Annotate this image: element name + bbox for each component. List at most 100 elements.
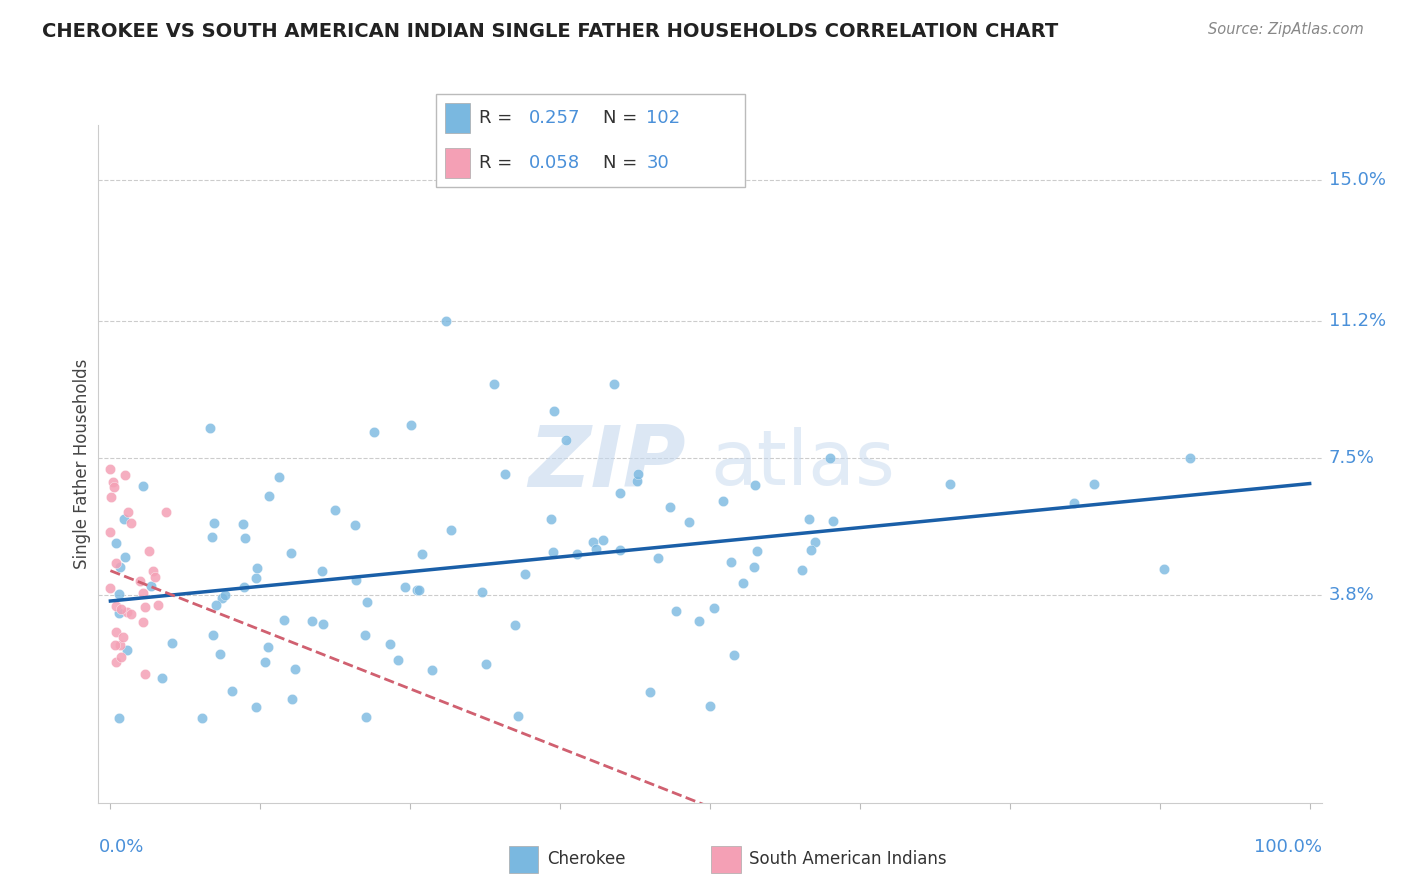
Point (245, 700, 267, 714)
Point (101, 475, 124, 489)
Point (198, 421, 221, 435)
Point (323, 502, 346, 516)
Point (609, 485, 631, 500)
Point (138, 544, 160, 558)
Point (139, 579, 162, 593)
Point (105, 625, 128, 640)
Point (100, 462, 122, 476)
Point (162, 635, 184, 649)
Point (720, 555, 742, 569)
Point (117, 606, 139, 620)
Point (742, 560, 765, 574)
Point (659, 500, 682, 515)
Point (100, 581, 122, 595)
Point (803, 535, 825, 549)
Point (132, 615, 155, 629)
Point (647, 551, 669, 566)
Point (543, 545, 565, 559)
Point (120, 607, 142, 621)
Bar (446, 148, 470, 178)
Point (378, 637, 401, 651)
Point (471, 584, 494, 599)
Point (257, 489, 280, 503)
Text: atlas: atlas (710, 427, 894, 500)
Bar (509, 847, 538, 873)
Text: 0.058: 0.058 (529, 154, 579, 172)
Point (821, 514, 844, 528)
Point (150, 671, 173, 685)
FancyBboxPatch shape (436, 94, 745, 187)
Point (1153, 562, 1175, 576)
Text: 15.0%: 15.0% (1329, 171, 1386, 189)
Point (110, 649, 132, 664)
Point (204, 598, 226, 612)
Text: 7.5%: 7.5% (1329, 450, 1375, 467)
Point (1063, 496, 1085, 510)
Text: 30: 30 (647, 154, 669, 172)
Point (301, 614, 323, 628)
Point (503, 618, 526, 632)
Point (246, 561, 269, 575)
Text: 11.2%: 11.2% (1329, 312, 1386, 330)
Point (408, 582, 430, 597)
Text: Cherokee: Cherokee (547, 849, 626, 868)
Point (108, 710, 131, 724)
Point (638, 684, 661, 698)
Point (134, 600, 156, 615)
Point (939, 477, 962, 491)
Point (664, 604, 686, 618)
Point (515, 566, 537, 581)
Point (148, 598, 170, 612)
Point (506, 708, 529, 723)
Point (232, 517, 254, 532)
Point (100, 525, 122, 540)
Point (440, 523, 463, 537)
Text: ZIP: ZIP (527, 422, 686, 506)
Point (211, 591, 233, 606)
Point (494, 467, 516, 481)
Point (626, 475, 648, 489)
Point (411, 547, 433, 561)
Point (201, 530, 224, 544)
Point (105, 599, 128, 614)
Point (281, 692, 304, 706)
Point (214, 588, 236, 602)
Point (105, 535, 128, 549)
Point (143, 570, 166, 584)
Point (120, 516, 142, 531)
Point (114, 468, 136, 483)
Point (387, 653, 409, 667)
Point (582, 535, 605, 549)
Point (273, 613, 295, 627)
Point (626, 467, 648, 481)
Point (405, 582, 427, 597)
Point (155, 505, 177, 519)
Point (555, 433, 578, 447)
Point (543, 404, 565, 418)
Point (346, 574, 368, 588)
Point (394, 581, 416, 595)
Point (678, 516, 700, 530)
Text: N =: N = (603, 109, 643, 127)
Point (434, 314, 457, 328)
Point (104, 638, 127, 652)
Point (132, 479, 155, 493)
Point (142, 564, 165, 578)
Point (699, 699, 721, 714)
Point (818, 451, 841, 466)
Point (103, 480, 125, 494)
Point (540, 512, 562, 526)
Point (134, 666, 156, 681)
Text: R =: R = (479, 109, 519, 127)
Point (202, 516, 225, 530)
Text: 102: 102 (647, 109, 681, 127)
Point (354, 710, 377, 724)
Point (108, 587, 131, 601)
Point (105, 655, 128, 669)
Point (475, 657, 498, 672)
Text: Source: ZipAtlas.com: Source: ZipAtlas.com (1208, 22, 1364, 37)
Text: R =: R = (479, 154, 519, 172)
Point (311, 564, 333, 578)
Point (1083, 477, 1105, 491)
Bar (711, 847, 741, 873)
